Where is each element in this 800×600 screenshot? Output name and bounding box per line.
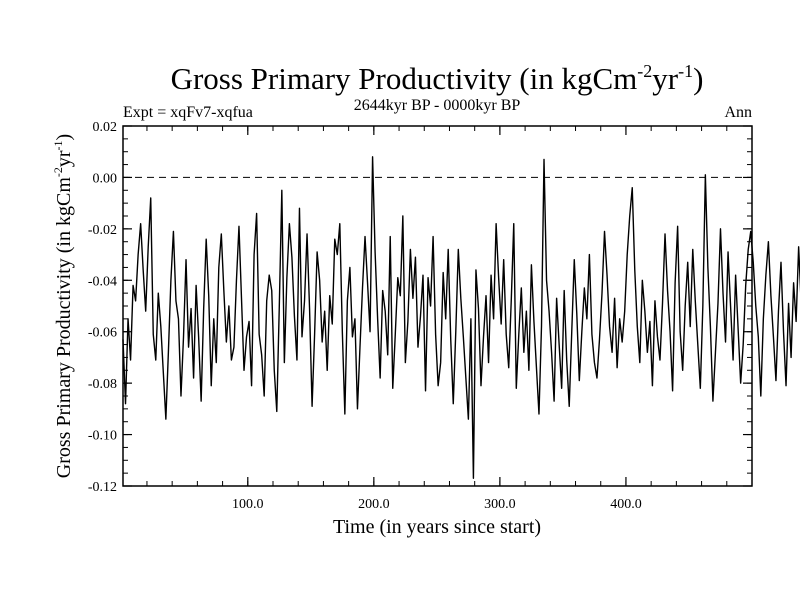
y-tick-label: -0.04: [88, 274, 117, 289]
title-mid: yr: [652, 61, 679, 96]
x-tick-label: 100.0: [232, 497, 264, 512]
ylabel-sup-2: -1: [51, 140, 65, 150]
x-tick-label: 400.0: [610, 497, 642, 512]
y-axis-label: Gross Primary Productivity (in kgCm-2yr-…: [51, 134, 75, 478]
y-tick-label: 0.02: [93, 120, 118, 135]
y-tick-label: 0.00: [93, 171, 118, 186]
tick-layer: 0.02 0.00 -0.02 -0.04 -0.06 -0.08 -0.10 -0.12 10…: [88, 120, 752, 512]
series-line-0: [122, 156, 800, 479]
ylabel-end: ): [53, 134, 75, 141]
experiment-label: Expt = xqFv7-xqfua: [123, 104, 253, 121]
y-tick-label: -0.06: [88, 326, 117, 341]
x-tick-label: 300.0: [484, 497, 516, 512]
x-axis-label: Time (in years since start): [333, 516, 541, 538]
time-range-label: 2644kyr BP - 0000kyr BP: [354, 97, 521, 114]
title-sup-1: -2: [637, 61, 652, 81]
chart-title: Gross Primary Productivity (in kgCm-2yr-…: [171, 61, 704, 96]
title-end: ): [693, 61, 703, 96]
plot-frame: [122, 125, 753, 487]
y-tick-label: -0.02: [88, 223, 117, 238]
y-tick-label: -0.08: [88, 377, 117, 392]
ylabel-mid: yr: [53, 150, 75, 167]
y-tick-label: -0.10: [88, 429, 117, 444]
y-tick-label: -0.12: [88, 480, 117, 495]
x-tick-label: 200.0: [358, 497, 390, 512]
series-layer: [122, 156, 800, 479]
title-sup-2: -1: [678, 61, 693, 81]
ylabel-sup-1: -2: [51, 167, 65, 177]
season-label: Ann: [724, 104, 752, 121]
